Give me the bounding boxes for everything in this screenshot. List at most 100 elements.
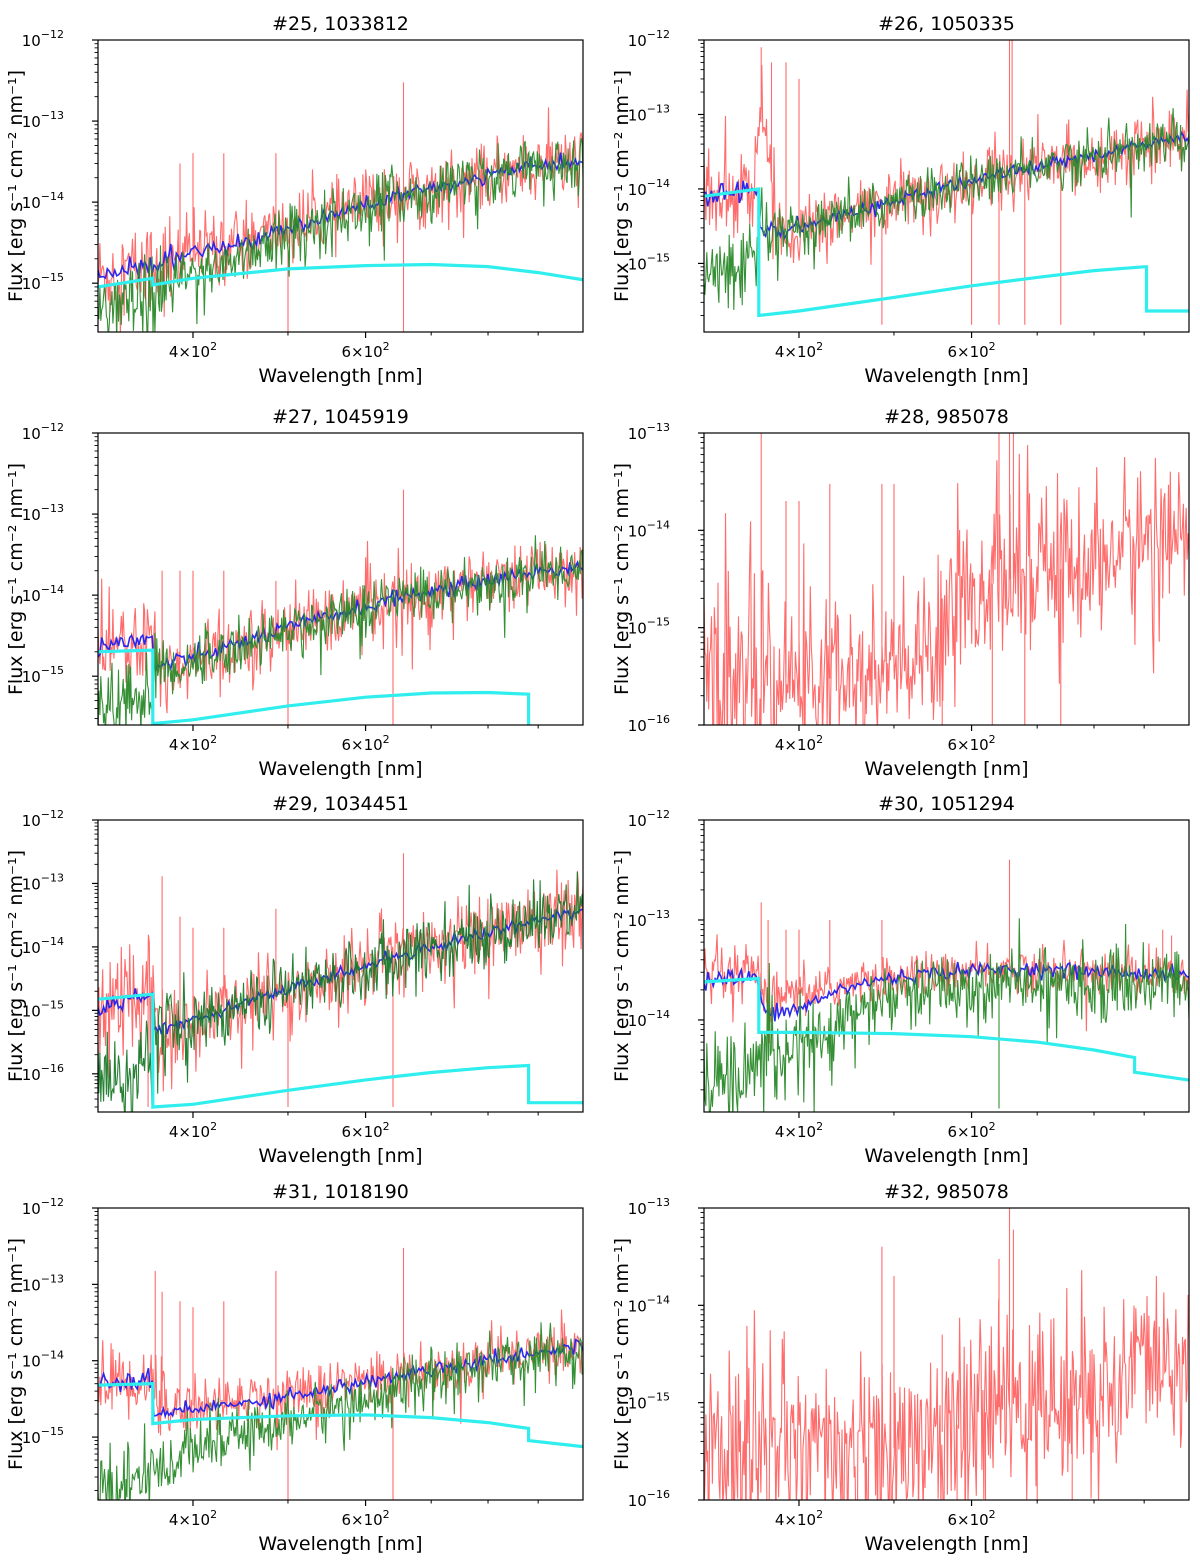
x-tick-label: 4×102 [169, 1120, 217, 1141]
plot-area [704, 1208, 1189, 1500]
plot-area [704, 859, 1189, 1112]
x-tick-label: 6×102 [341, 340, 389, 361]
y-tick-label: 10−13 [22, 109, 64, 131]
y-tick-label: 10−15 [22, 664, 64, 686]
x-tick-label: 6×102 [947, 733, 995, 754]
y-tick-label: 10−14 [628, 518, 670, 540]
y-axis-label: Flux [erg s⁻¹ cm⁻² nm⁻¹] [611, 70, 633, 302]
x-axis-label: Wavelength [nm] [258, 365, 422, 387]
series-stellar [98, 535, 583, 725]
y-tick-label: 10−12 [628, 28, 670, 50]
y-tick-label: 10−15 [628, 616, 670, 638]
panel-title: #28, 985078 [884, 406, 1009, 428]
y-axis-label: Flux [erg s⁻¹ cm⁻² nm⁻¹] [5, 463, 27, 695]
series-nebular [704, 976, 1189, 1082]
series-stellar [704, 108, 1189, 310]
plot-area [704, 40, 1189, 325]
x-axis-label: Wavelength [nm] [864, 1145, 1028, 1167]
y-tick-label: 10−16 [628, 713, 670, 735]
y-tick-label: 10−15 [628, 1391, 670, 1413]
y-tick-label: 10−12 [22, 1196, 64, 1218]
panel-title: #31, 1018190 [272, 1181, 409, 1203]
x-tick-label: 6×102 [947, 340, 995, 361]
panel-3: 4×102 6×102 10−15 10−14 10−13 10−12 #27, 10459… [5, 406, 584, 780]
panel-7: 4×102 6×102 10−15 10−14 10−13 10−12 #31, 10181… [5, 1181, 584, 1555]
panel-title: #29, 1034451 [272, 793, 409, 815]
x-axis-label: Wavelength [nm] [864, 758, 1028, 780]
series-model [98, 1338, 583, 1419]
y-axis-label: Flux [erg s⁻¹ cm⁻² nm⁻¹] [611, 850, 633, 1082]
series-observed [98, 489, 583, 725]
panel-title: #26, 1050335 [878, 13, 1015, 35]
y-tick-label: 10−16 [22, 1062, 64, 1084]
y-tick-label: 10−12 [628, 808, 670, 830]
x-tick-label: 4×102 [775, 1120, 823, 1141]
panel-title: #25, 1033812 [272, 13, 409, 35]
y-tick-label: 10−13 [22, 871, 64, 893]
series-nebular [98, 262, 583, 289]
panel-1: 4×102 6×102 10−15 10−14 10−13 10−12 #25, 10338… [5, 13, 584, 387]
series-nebular [98, 992, 583, 1109]
y-tick-label: 10−14 [628, 1008, 670, 1030]
y-tick-label: 10−15 [22, 271, 64, 293]
y-tick-label: 10−12 [22, 421, 64, 443]
axes-frame [703, 819, 1190, 1113]
x-axis-label: Wavelength [nm] [258, 1533, 422, 1555]
y-axis-label: Flux [erg s⁻¹ cm⁻² nm⁻¹] [611, 1238, 633, 1470]
panel-4: 4×102 6×102 10−16 10−15 10−14 10−13 #28, 98507… [611, 406, 1190, 780]
panel-6: 4×102 6×102 10−14 10−13 10−12 #30, 1051294 Wav… [611, 793, 1190, 1167]
y-axis-label: Flux [erg s⁻¹ cm⁻² nm⁻¹] [611, 463, 633, 695]
axes-frame [703, 1207, 1190, 1501]
plot-area [98, 489, 583, 725]
series-stellar [98, 1322, 583, 1500]
series-stellar [704, 918, 1189, 1112]
panel-title: #27, 1045919 [272, 406, 409, 428]
y-tick-label: 10−15 [22, 1425, 64, 1447]
x-tick-label: 6×102 [947, 1508, 995, 1529]
panel-8: 4×102 6×102 10−16 10−15 10−14 10−13 #32, 98507… [611, 1181, 1190, 1555]
series-stellar [98, 138, 583, 332]
y-tick-label: 10−14 [22, 1349, 64, 1371]
y-tick-label: 10−13 [628, 1196, 670, 1218]
axes-frame [97, 1207, 584, 1501]
series-observed [98, 82, 583, 332]
series-nebular [98, 1382, 583, 1449]
series-model [704, 130, 1189, 241]
x-tick-label: 6×102 [947, 1120, 995, 1141]
y-axis-label: Flux [erg s⁻¹ cm⁻² nm⁻¹] [5, 70, 27, 302]
panel-title: #32, 985078 [884, 1181, 1009, 1203]
plot-area [98, 1247, 583, 1500]
series-observed [704, 1208, 1189, 1500]
x-axis-label: Wavelength [nm] [864, 365, 1028, 387]
y-tick-label: 10−14 [22, 935, 64, 957]
y-axis-label: Flux [erg s⁻¹ cm⁻² nm⁻¹] [5, 850, 27, 1082]
series-observed [704, 40, 1189, 325]
axes-frame [703, 39, 1190, 333]
y-tick-label: 10−16 [628, 1488, 670, 1510]
y-axis-label: Flux [erg s⁻¹ cm⁻² nm⁻¹] [5, 1238, 27, 1470]
panel-5: 4×102 6×102 10−16 10−15 10−14 10−13 10−12 #29, … [5, 793, 584, 1167]
y-tick-label: 10−14 [628, 177, 670, 199]
y-tick-label: 10−12 [22, 28, 64, 50]
series-observed [704, 859, 1189, 1044]
plot-area [98, 82, 583, 332]
x-tick-label: 4×102 [169, 1508, 217, 1529]
y-tick-label: 10−13 [628, 102, 670, 124]
y-tick-label: 10−13 [628, 421, 670, 443]
series-model [98, 908, 583, 1035]
plot-area [704, 433, 1189, 725]
x-tick-label: 4×102 [169, 340, 217, 361]
y-tick-label: 10−13 [628, 908, 670, 930]
y-tick-label: 10−15 [22, 998, 64, 1020]
plot-area [98, 853, 583, 1112]
x-axis-label: Wavelength [nm] [258, 1145, 422, 1167]
y-tick-label: 10−13 [22, 502, 64, 524]
x-tick-label: 6×102 [341, 1120, 389, 1141]
y-tick-label: 10−14 [22, 583, 64, 605]
axes-frame [97, 432, 584, 726]
x-tick-label: 6×102 [341, 1508, 389, 1529]
y-tick-label: 10−13 [22, 1272, 64, 1294]
y-tick-label: 10−14 [22, 190, 64, 212]
x-tick-label: 4×102 [169, 733, 217, 754]
